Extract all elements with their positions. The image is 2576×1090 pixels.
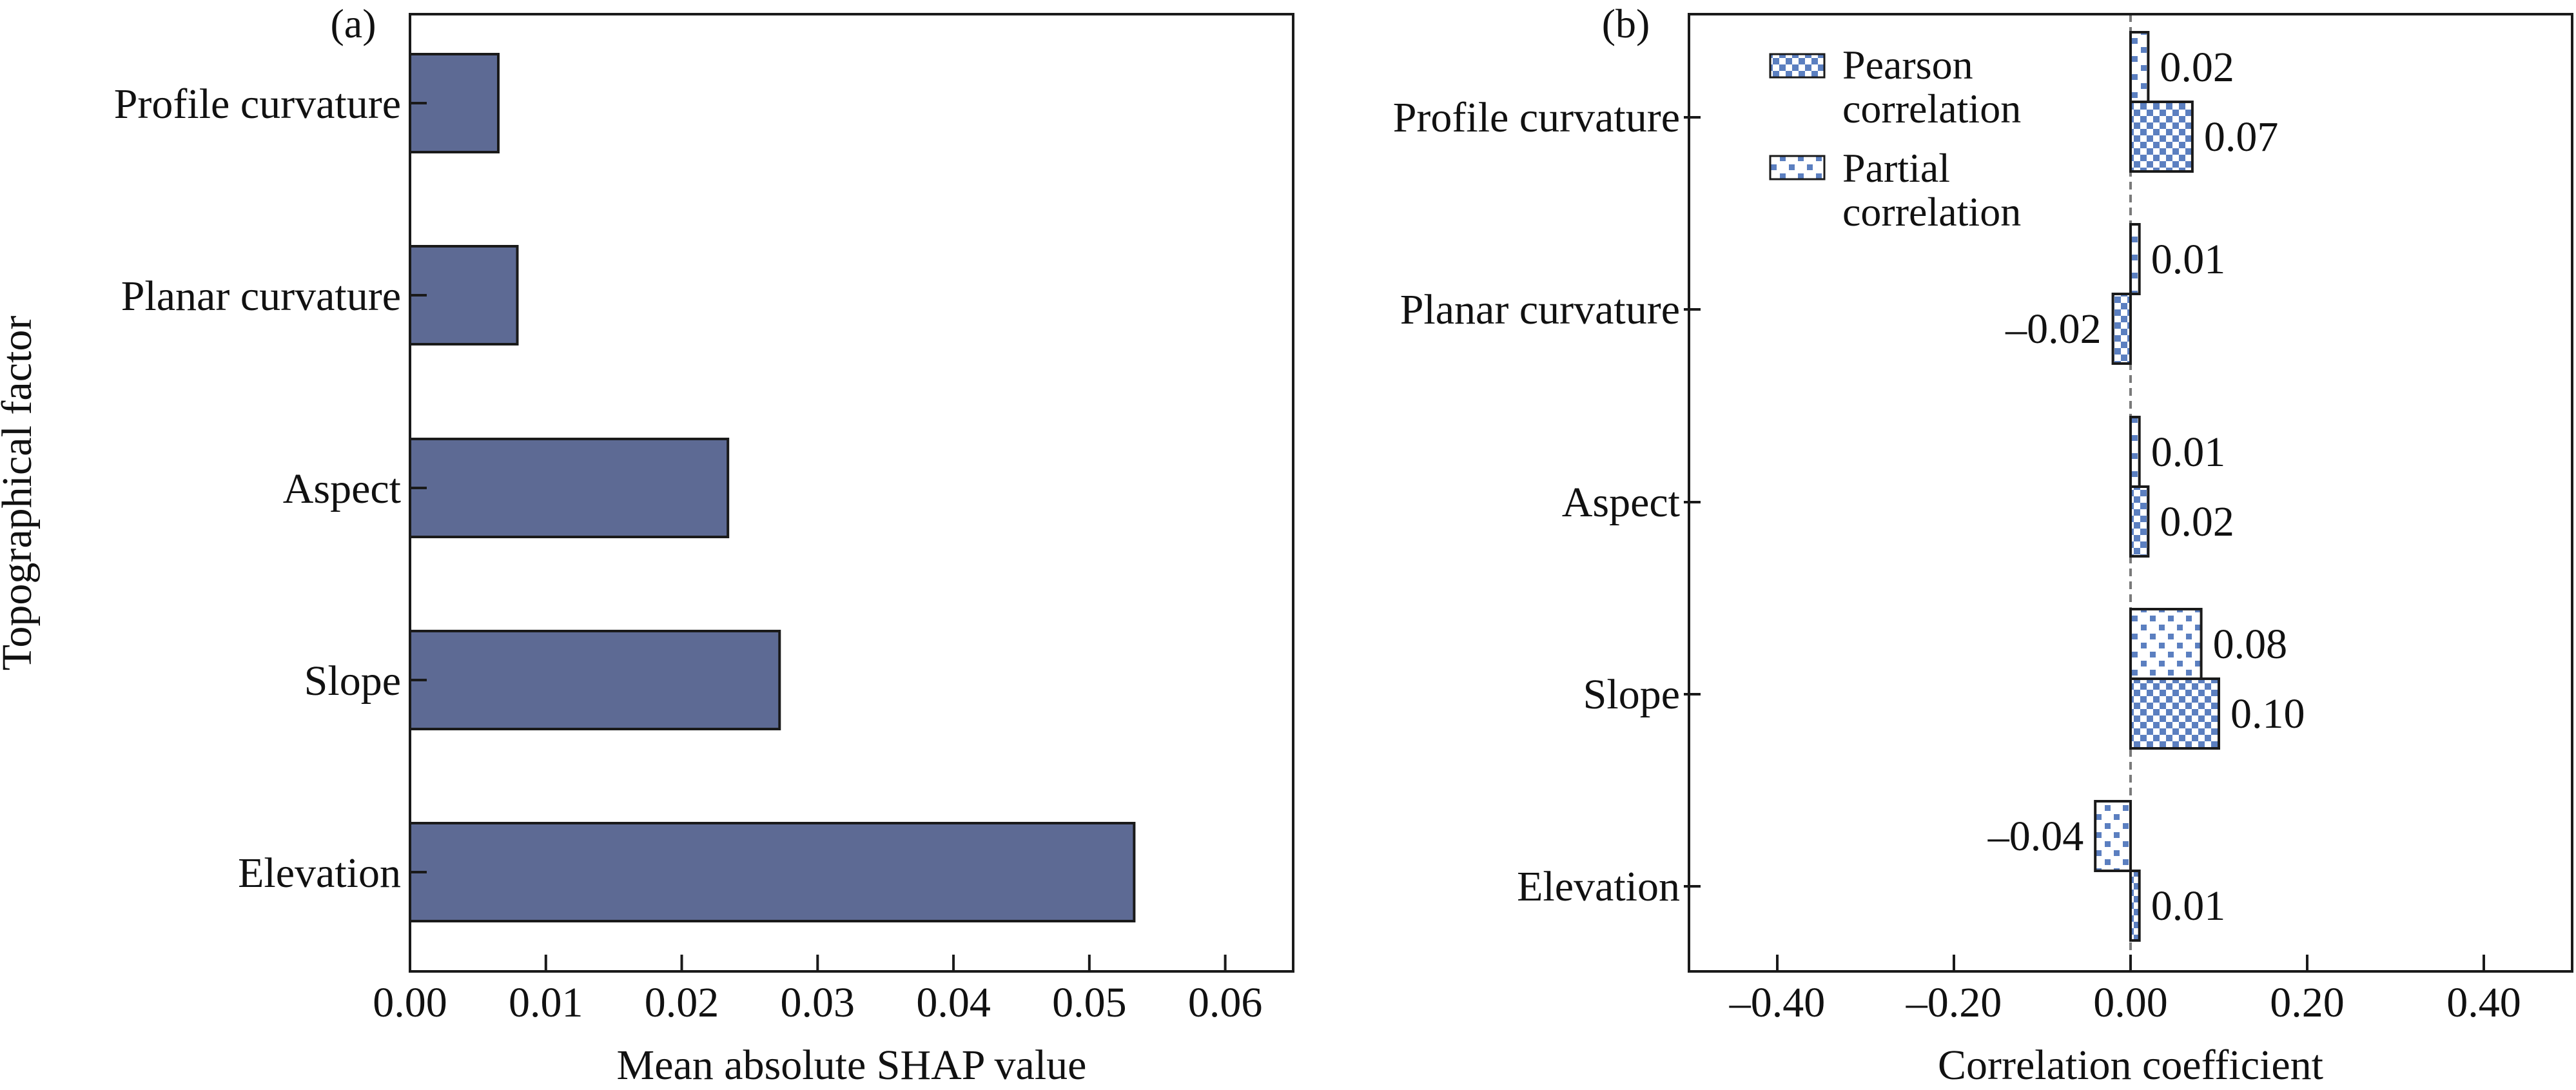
panel-a-plot-frame — [409, 13, 1294, 973]
legend-label-partial-line2: correlation — [1842, 189, 2021, 235]
category-label-planar-curvature: Planar curvature — [1400, 286, 1680, 333]
category-label-planar-curvature: Planar curvature — [121, 273, 401, 320]
category-label-profile-curvature: Profile curvature — [114, 81, 401, 128]
bar-planar-curvature — [409, 245, 519, 345]
panel-b-x-ticks: –0.40 –0.20 0.00 0.20 0.40 — [1729, 955, 2521, 1026]
panel-b-x-axis-title: Correlation coefficient — [1938, 1042, 2323, 1089]
x-tick-label: 0.06 — [1188, 979, 1263, 1026]
panel-b-bars — [2094, 31, 2220, 942]
category-label-slope: Slope — [1583, 671, 1680, 718]
x-tick-label: 0.01 — [509, 979, 583, 1026]
x-tick-label: 0.05 — [1052, 979, 1127, 1026]
panel-a-x-axis-title: Mean absolute SHAP value — [617, 1042, 1087, 1089]
partial-bar-planar-curvature — [2129, 223, 2141, 295]
x-tick-label: –0.40 — [1729, 979, 1826, 1026]
bar-elevation — [409, 822, 1136, 922]
x-tick-label: 0.04 — [916, 979, 991, 1026]
legend-item-partial: Partial correlation — [1769, 145, 2021, 235]
x-tick-label: 0.20 — [2270, 979, 2345, 1026]
legend-label-pearson-line1: Pearson — [1842, 42, 1973, 88]
pearson-bar-slope — [2129, 677, 2220, 750]
category-label-profile-curvature: Profile curvature — [1393, 94, 1680, 141]
x-tick-label: 0.03 — [781, 979, 855, 1026]
partial-value-label-aspect: 0.01 — [2151, 429, 2226, 476]
partial-bar-aspect — [2129, 416, 2141, 488]
bar-slope — [409, 630, 781, 730]
legend-label-partial-line1: Partial — [1842, 145, 1950, 191]
x-tick-label: 0.02 — [645, 979, 719, 1026]
legend-swatch-pearson — [1769, 53, 1826, 79]
legend-label-pearson-line2: correlation — [1842, 86, 2021, 131]
x-tick-label: –0.20 — [1906, 979, 2002, 1026]
category-label-elevation: Elevation — [1517, 863, 1680, 910]
category-label-aspect: Aspect — [283, 465, 401, 512]
pearson-bar-aspect — [2129, 485, 2150, 558]
panel-b: (b) 0.02 0.07 0.01 –0.02 0.01 0.02 0.08 0.10 –0.… — [1393, 1, 2573, 1089]
legend-item-pearson: Pearson correlation — [1769, 42, 2021, 131]
category-label-slope: Slope — [304, 657, 401, 705]
panel-a-y-axis-title: Topographical factor — [0, 316, 41, 671]
panel-b-value-labels: 0.02 0.07 0.01 –0.02 0.01 0.02 0.08 0.10 –0.04 0.… — [1987, 44, 2305, 929]
panel-b-category-labels: Profile curvature Planar curvature Aspect S… — [1393, 94, 1701, 910]
pearson-value-label-elevation: 0.01 — [2151, 882, 2226, 929]
pearson-value-label-profile-curvature: 0.07 — [2204, 113, 2279, 161]
partial-bar-elevation — [2094, 800, 2132, 872]
category-label-aspect: Aspect — [1562, 479, 1680, 526]
pearson-value-label-aspect: 0.02 — [2160, 498, 2234, 545]
partial-bar-slope — [2129, 608, 2203, 680]
pearson-bar-planar-curvature — [2111, 293, 2132, 365]
panel-a: (a) Profile curvature Planar curvature Asp… — [0, 1, 1294, 1089]
partial-value-label-slope: 0.08 — [2213, 621, 2288, 668]
x-tick-label: 0.40 — [2446, 979, 2521, 1026]
legend-swatch-partial — [1769, 155, 1826, 180]
panel-a-x-ticks: 0.00 0.01 0.02 0.03 0.04 0.05 0.06 — [373, 955, 1262, 1026]
pearson-value-label-slope: 0.10 — [2230, 690, 2305, 737]
partial-value-label-planar-curvature: 0.01 — [2151, 236, 2226, 283]
partial-value-label-profile-curvature: 0.02 — [2160, 44, 2234, 91]
category-label-elevation: Elevation — [238, 850, 401, 897]
partial-bar-profile-curvature — [2129, 31, 2150, 103]
panel-b-label: (b) — [1602, 1, 1650, 46]
bar-aspect — [409, 438, 730, 538]
x-tick-label: 0.00 — [373, 979, 447, 1026]
panel-a-category-labels: Profile curvature Planar curvature Aspect S… — [114, 81, 427, 897]
pearson-bar-elevation — [2129, 870, 2141, 942]
pearson-value-label-planar-curvature: –0.02 — [2005, 306, 2102, 353]
partial-value-label-elevation: –0.04 — [1987, 813, 2084, 860]
pearson-bar-profile-curvature — [2129, 101, 2194, 173]
panel-a-bars — [409, 53, 1136, 922]
legend: Pearson correlation Partial correlation — [1769, 42, 2021, 235]
panel-a-label: (a) — [330, 1, 376, 46]
x-tick-label: 0.00 — [2093, 979, 2168, 1026]
